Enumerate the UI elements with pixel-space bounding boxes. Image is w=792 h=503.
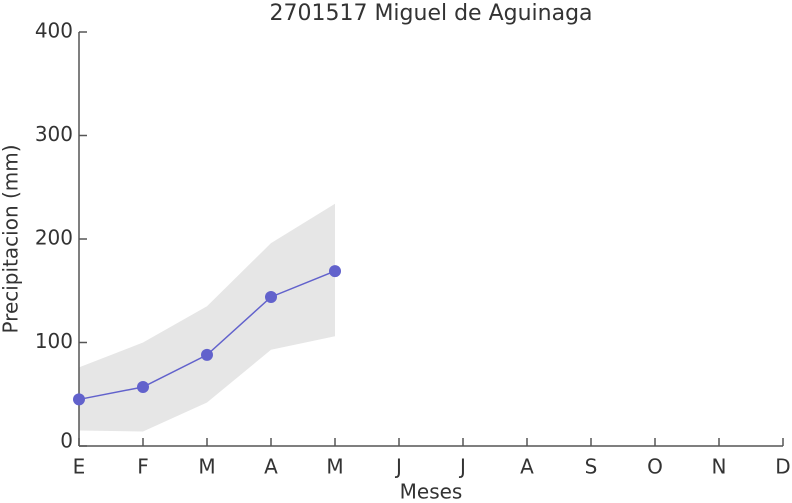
x-tick-label: J (394, 455, 402, 479)
x-tick-label: M (326, 455, 343, 479)
x-axis-label: Meses (400, 480, 463, 503)
data-point (329, 265, 341, 278)
x-tick-label: D (775, 455, 790, 479)
x-tick-label: J (458, 455, 466, 479)
x-tick-label: N (712, 455, 727, 479)
x-tick-label: O (647, 455, 663, 479)
data-point (201, 348, 213, 361)
x-tick-label: A (520, 455, 534, 479)
y-tick-label: 300 (35, 122, 73, 146)
y-axis-label: Precipitacion (mm) (0, 144, 23, 333)
data-point (265, 290, 277, 303)
chart-title: 2701517 Miguel de Aguinaga (269, 1, 592, 26)
y-tick-label: 0 (60, 429, 73, 453)
y-tick-label: 100 (35, 329, 73, 353)
data-point (137, 381, 149, 394)
band (79, 203, 335, 432)
y-tick-label: 400 (35, 19, 73, 43)
y-tick-label: 200 (35, 226, 73, 250)
x-tick-label: E (73, 455, 86, 479)
x-tick-label: F (137, 455, 149, 479)
x-tick-label: A (264, 455, 278, 479)
x-tick-label: M (198, 455, 215, 479)
data-point (73, 393, 85, 406)
x-tick-label: S (585, 455, 598, 479)
